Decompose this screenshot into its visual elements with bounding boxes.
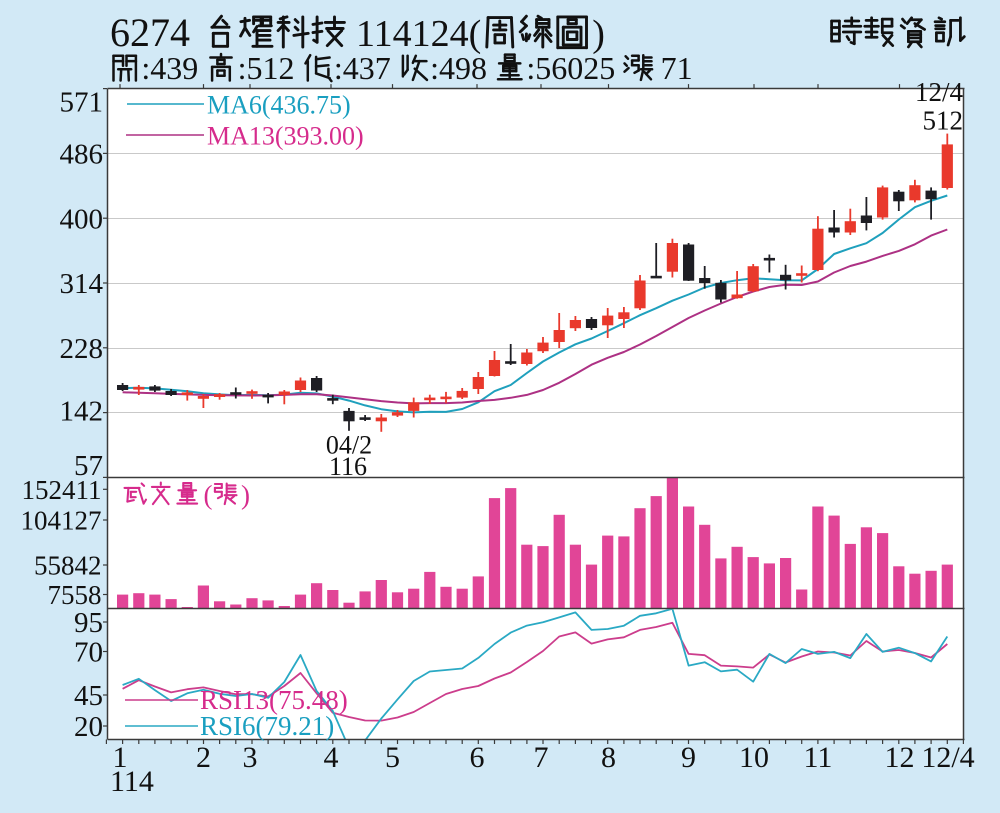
svg-text:RSI13(75.48): RSI13(75.48): [200, 685, 348, 715]
svg-text:11: 11: [804, 741, 833, 774]
svg-text:486: 486: [60, 139, 104, 171]
svg-text:512: 512: [923, 106, 964, 136]
svg-text:114124(: 114124(: [356, 13, 481, 55]
svg-text:152411: 152411: [22, 475, 102, 505]
svg-text:04/2: 04/2: [326, 431, 372, 460]
svg-text::498: :498: [430, 50, 487, 86]
svg-text:): ): [241, 480, 250, 510]
svg-text:8: 8: [601, 741, 616, 774]
svg-text:400: 400: [60, 203, 104, 235]
svg-text:45: 45: [74, 680, 103, 712]
svg-text:6: 6: [470, 741, 485, 774]
svg-text:6274: 6274: [110, 10, 190, 55]
svg-text:57: 57: [74, 450, 103, 482]
svg-text:20: 20: [74, 711, 103, 743]
svg-text:114: 114: [110, 765, 154, 798]
svg-text:571: 571: [60, 87, 104, 119]
svg-text:4: 4: [324, 741, 339, 774]
svg-text:RSI6(79.21): RSI6(79.21): [200, 711, 334, 741]
svg-text:2: 2: [196, 741, 211, 774]
svg-text:71: 71: [661, 50, 693, 86]
svg-text:95: 95: [74, 607, 103, 639]
svg-text:116: 116: [329, 452, 367, 481]
svg-text:314: 314: [60, 268, 104, 300]
svg-text:104127: 104127: [21, 506, 102, 536]
svg-text:9: 9: [681, 741, 696, 774]
svg-text:5: 5: [385, 741, 400, 774]
svg-text:3: 3: [243, 741, 258, 774]
svg-text:12: 12: [885, 741, 915, 774]
svg-text:MA13(393.00): MA13(393.00): [207, 122, 364, 151]
svg-text::439: :439: [141, 50, 198, 86]
svg-text:(: (: [204, 480, 213, 510]
svg-text:MA6(436.75): MA6(436.75): [207, 91, 351, 120]
svg-text:12/4: 12/4: [921, 741, 974, 774]
svg-text:1: 1: [113, 741, 128, 774]
svg-text:): ): [592, 13, 605, 55]
svg-text:55842: 55842: [34, 551, 102, 581]
svg-text:7: 7: [534, 741, 549, 774]
svg-text::512: :512: [238, 50, 295, 86]
svg-text:12/4: 12/4: [915, 77, 964, 107]
svg-text:70: 70: [74, 637, 103, 669]
svg-text::56025: :56025: [526, 50, 615, 86]
svg-text:142: 142: [60, 396, 104, 428]
svg-text:228: 228: [60, 333, 104, 365]
svg-text:7558: 7558: [48, 580, 102, 610]
svg-text:10: 10: [739, 741, 769, 774]
svg-text::437: :437: [334, 50, 391, 86]
